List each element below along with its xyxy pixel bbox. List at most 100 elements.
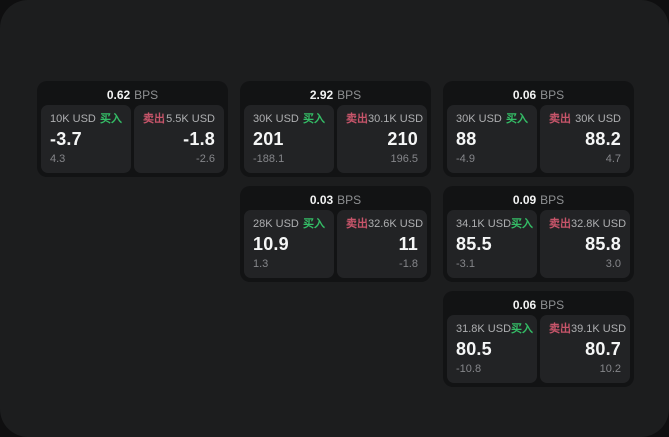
buy-panel[interactable]: 31.8K USD 买入 80.5 -10.8: [447, 315, 537, 383]
buy-sub-value: -3.1: [456, 258, 475, 270]
buy-price: 201: [253, 129, 284, 149]
buy-panel[interactable]: 30K USD 买入 88 -4.9: [447, 105, 537, 173]
bps-unit-label: BPS: [134, 88, 159, 102]
sell-panel[interactable]: 卖出 32.6K USD 11 -1.8: [337, 210, 427, 278]
sell-panel[interactable]: 卖出 39.1K USD 80.7 10.2: [540, 315, 630, 383]
quote-card: 0.62 BPS 10K USD 买入 -3.7 4.3 卖出 5.5K USD: [37, 81, 228, 177]
buy-panel-header: 30K USD 买入: [456, 113, 528, 126]
sell-notional: 5.5K USD: [166, 113, 215, 125]
buy-sub-value: -4.9: [456, 153, 475, 165]
sell-panel-header: 卖出 30.1K USD: [346, 113, 423, 126]
buy-sub-value: -188.1: [253, 153, 285, 165]
card-header: 0.62 BPS: [41, 85, 224, 105]
sell-notional: 32.6K USD: [368, 218, 424, 230]
sell-price: 11: [398, 234, 418, 254]
card-body: 31.8K USD 买入 80.5 -10.8 卖出 39.1K USD 80.…: [447, 315, 630, 383]
sell-sub-value: 3.0: [605, 258, 621, 270]
buy-panel-header: 10K USD 买入: [50, 113, 122, 126]
sell-price: 85.8: [585, 234, 621, 254]
sell-notional: 30.1K USD: [368, 113, 424, 125]
buy-tag: 买入: [511, 218, 534, 230]
card-header: 0.06 BPS: [447, 85, 630, 105]
buy-tag: 买入: [303, 113, 325, 125]
bps-unit-label: BPS: [540, 298, 565, 312]
quote-card: 0.03 BPS 28K USD 买入 10.9 1.3 卖出 32.6K US…: [240, 186, 431, 282]
bps-unit-label: BPS: [540, 193, 565, 207]
bps-unit-label: BPS: [540, 88, 565, 102]
quote-card: 0.09 BPS 34.1K USD 买入 85.5 -3.1 卖出 32.8K…: [443, 186, 634, 282]
sell-tag: 卖出: [549, 323, 571, 335]
sell-price: -1.8: [183, 129, 215, 149]
buy-tag: 买入: [506, 113, 528, 125]
buy-notional: 30K USD: [456, 113, 502, 125]
sell-panel[interactable]: 卖出 5.5K USD -1.8 -2.6: [134, 105, 224, 173]
sell-panel[interactable]: 卖出 30K USD 88.2 4.7: [540, 105, 630, 173]
buy-notional: 30K USD: [253, 113, 299, 125]
sell-sub-value: -2.6: [196, 153, 215, 165]
card-header: 0.06 BPS: [447, 295, 630, 315]
buy-tag: 买入: [100, 113, 122, 125]
buy-notional: 10K USD: [50, 113, 96, 125]
sell-price: 210: [387, 129, 418, 149]
buy-tag: 买入: [511, 323, 534, 335]
buy-price: -3.7: [50, 129, 82, 149]
bps-value: 0.62: [106, 88, 131, 102]
sell-sub-value: -1.8: [399, 258, 418, 270]
bps-value: 0.06: [512, 298, 537, 312]
buy-notional: 28K USD: [253, 218, 299, 230]
card-body: 28K USD 买入 10.9 1.3 卖出 32.6K USD 11 -1.8: [244, 210, 427, 278]
bps-unit-label: BPS: [337, 193, 362, 207]
buy-panel[interactable]: 10K USD 买入 -3.7 4.3: [41, 105, 131, 173]
sell-panel-header: 卖出 5.5K USD: [143, 113, 215, 126]
sell-panel-header: 卖出 39.1K USD: [549, 323, 626, 336]
bps-unit-label: BPS: [337, 88, 362, 102]
buy-panel-header: 31.8K USD 买入: [456, 323, 533, 336]
sell-panel-header: 卖出 32.6K USD: [346, 218, 423, 231]
sell-tag: 卖出: [143, 113, 165, 125]
sell-sub-value: 4.7: [605, 153, 621, 165]
buy-price: 88: [456, 129, 477, 149]
card-body: 10K USD 买入 -3.7 4.3 卖出 5.5K USD -1.8 -2.…: [41, 105, 224, 173]
sell-tag: 卖出: [549, 113, 571, 125]
sell-tag: 卖出: [346, 218, 368, 230]
buy-sub-value: 4.3: [50, 153, 66, 165]
buy-price: 80.5: [456, 339, 492, 359]
sell-panel[interactable]: 卖出 32.8K USD 85.8 3.0: [540, 210, 630, 278]
buy-panel-header: 28K USD 买入: [253, 218, 325, 231]
buy-panel-header: 34.1K USD 买入: [456, 218, 533, 231]
buy-price: 10.9: [253, 234, 289, 254]
quote-card: 0.06 BPS 31.8K USD 买入 80.5 -10.8 卖出 39.1…: [443, 291, 634, 387]
sell-tag: 卖出: [549, 218, 571, 230]
bps-value: 0.09: [512, 193, 537, 207]
sell-price: 80.7: [585, 339, 621, 359]
buy-notional: 34.1K USD: [456, 218, 512, 230]
card-body: 30K USD 买入 201 -188.1 卖出 30.1K USD 210 1…: [244, 105, 427, 173]
card-header: 0.03 BPS: [244, 190, 427, 210]
buy-panel[interactable]: 28K USD 买入 10.9 1.3: [244, 210, 334, 278]
sell-notional: 39.1K USD: [571, 323, 627, 335]
sell-notional: 32.8K USD: [571, 218, 627, 230]
buy-panel[interactable]: 30K USD 买入 201 -188.1: [244, 105, 334, 173]
sell-panel-header: 卖出 30K USD: [549, 113, 621, 126]
buy-panel[interactable]: 34.1K USD 买入 85.5 -3.1: [447, 210, 537, 278]
quote-card: 2.92 BPS 30K USD 买入 201 -188.1 卖出 30.1K …: [240, 81, 431, 177]
sell-sub-value: 10.2: [599, 363, 621, 375]
sell-panel-header: 卖出 32.8K USD: [549, 218, 626, 231]
buy-sub-value: -10.8: [456, 363, 482, 375]
sell-panel[interactable]: 卖出 30.1K USD 210 196.5: [337, 105, 427, 173]
sell-notional: 30K USD: [575, 113, 621, 125]
bps-value: 0.03: [309, 193, 334, 207]
buy-notional: 31.8K USD: [456, 323, 512, 335]
card-body: 30K USD 买入 88 -4.9 卖出 30K USD 88.2 4.7: [447, 105, 630, 173]
sell-tag: 卖出: [346, 113, 368, 125]
buy-sub-value: 1.3: [253, 258, 269, 270]
buy-price: 85.5: [456, 234, 492, 254]
card-header: 2.92 BPS: [244, 85, 427, 105]
sell-sub-value: 196.5: [390, 153, 418, 165]
sell-price: 88.2: [585, 129, 621, 149]
buy-tag: 买入: [303, 218, 325, 230]
bps-value: 0.06: [512, 88, 537, 102]
buy-panel-header: 30K USD 买入: [253, 113, 325, 126]
bps-value: 2.92: [309, 88, 334, 102]
